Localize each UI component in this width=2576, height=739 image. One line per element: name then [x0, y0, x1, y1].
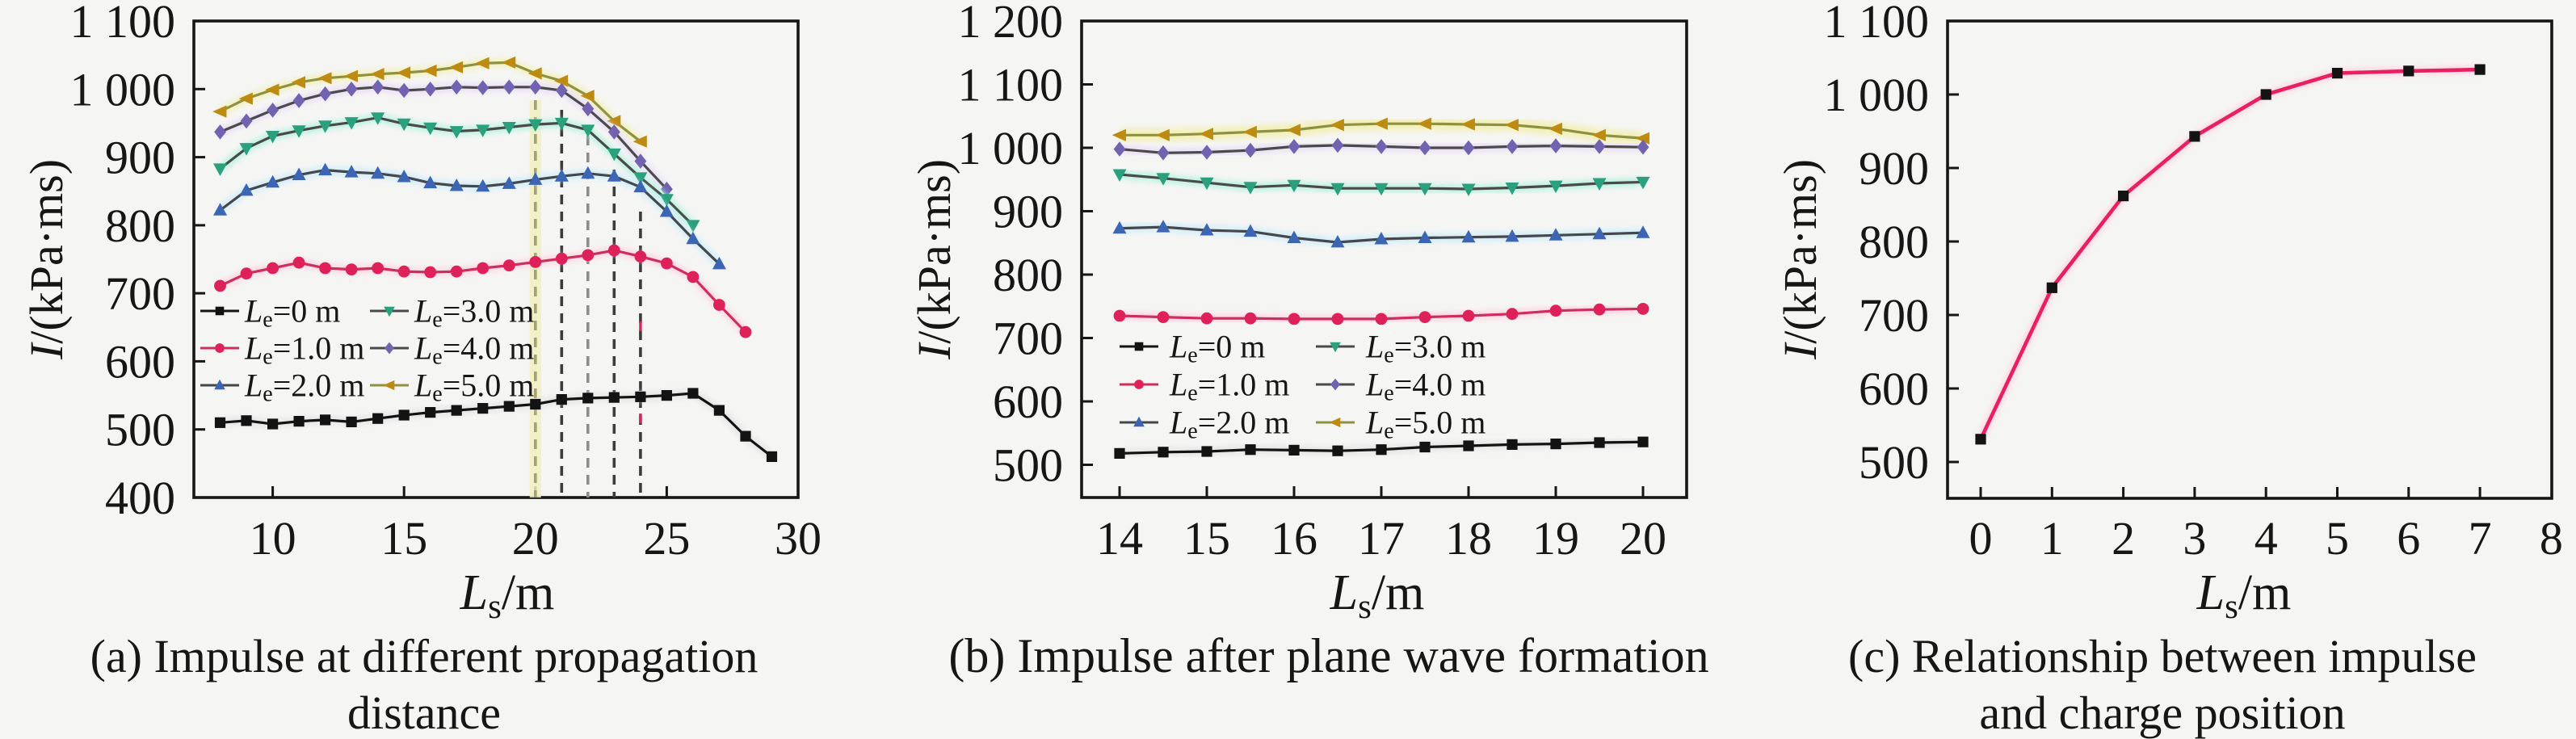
svg-text:Le=1.0 m: Le=1.0 m	[244, 330, 364, 370]
svg-text:5: 5	[2326, 512, 2349, 565]
svg-text:15: 15	[1183, 512, 1230, 565]
svg-text:25: 25	[643, 512, 690, 565]
svg-text:and charge position: and charge position	[1979, 687, 2345, 739]
svg-text:700: 700	[1859, 289, 1929, 342]
svg-text:Le=3.0 m: Le=3.0 m	[414, 293, 534, 333]
svg-text:1 200: 1 200	[958, 0, 1064, 48]
svg-text:20: 20	[1620, 512, 1666, 565]
svg-text:900: 900	[105, 132, 175, 184]
svg-text:500: 500	[993, 439, 1063, 492]
svg-text:Le=0 m: Le=0 m	[244, 293, 340, 333]
svg-text:800: 800	[1859, 216, 1929, 268]
svg-text:1 000: 1 000	[70, 63, 176, 115]
svg-text:18: 18	[1445, 512, 1492, 565]
svg-text:Le=5.0 m: Le=5.0 m	[1365, 405, 1486, 444]
svg-text:Ls/m: Ls/m	[1330, 565, 1425, 626]
svg-text:Ls/m: Ls/m	[460, 565, 555, 626]
svg-text:(a) Impulse at different propa: (a) Impulse at different propagation	[90, 630, 759, 682]
svg-text:Le=5.0 m: Le=5.0 m	[414, 367, 534, 407]
svg-text:6: 6	[2397, 512, 2420, 565]
svg-text:Le=2.0 m: Le=2.0 m	[244, 367, 364, 407]
svg-text:700: 700	[105, 267, 175, 320]
svg-text:7: 7	[2469, 512, 2492, 565]
svg-text:Le=3.0 m: Le=3.0 m	[1365, 329, 1486, 368]
svg-text:Le=2.0 m: Le=2.0 m	[1169, 405, 1289, 444]
svg-text:Le=1.0 m: Le=1.0 m	[1169, 367, 1289, 406]
svg-text:I/(kPa·ms): I/(kPa·ms)	[1774, 159, 1826, 360]
svg-text:Le=0 m: Le=0 m	[1169, 329, 1265, 368]
svg-text:14: 14	[1096, 512, 1143, 565]
svg-text:400: 400	[105, 472, 175, 524]
svg-text:(c) Relationship between impul: (c) Relationship between impulse	[1848, 630, 2477, 682]
svg-text:Le=4.0 m: Le=4.0 m	[414, 330, 534, 370]
svg-text:800: 800	[993, 249, 1063, 301]
svg-text:Le=4.0 m: Le=4.0 m	[1365, 367, 1486, 406]
svg-text:distance: distance	[347, 687, 501, 739]
svg-text:19: 19	[1532, 512, 1579, 565]
svg-text:30: 30	[775, 512, 822, 565]
svg-text:1 000: 1 000	[958, 122, 1064, 174]
svg-text:700: 700	[993, 313, 1063, 365]
svg-text:1: 1	[2040, 512, 2064, 565]
svg-text:900: 900	[993, 186, 1063, 238]
svg-text:600: 600	[993, 376, 1063, 428]
svg-text:600: 600	[1859, 363, 1929, 415]
svg-text:17: 17	[1358, 512, 1405, 565]
svg-text:Ls/m: Ls/m	[2196, 565, 2292, 626]
svg-text:2: 2	[2112, 512, 2135, 565]
svg-text:1 100: 1 100	[1824, 0, 1930, 48]
svg-text:4: 4	[2255, 512, 2278, 565]
svg-text:10: 10	[250, 512, 296, 565]
svg-text:16: 16	[1271, 512, 1317, 565]
svg-text:(b) Impulse after plane wave f: (b) Impulse after plane wave formation	[948, 629, 1708, 682]
svg-text:1 100: 1 100	[70, 0, 176, 48]
svg-text:3: 3	[2183, 512, 2206, 565]
svg-text:8: 8	[2540, 512, 2563, 565]
svg-text:500: 500	[1859, 436, 1929, 489]
svg-text:600: 600	[105, 335, 175, 388]
svg-text:I/(kPa·ms): I/(kPa·ms)	[908, 159, 960, 360]
svg-text:0: 0	[1969, 512, 1993, 565]
svg-text:900: 900	[1859, 142, 1929, 195]
svg-text:1 000: 1 000	[1824, 69, 1930, 121]
svg-text:800: 800	[105, 199, 175, 252]
svg-text:20: 20	[512, 512, 559, 565]
svg-text:500: 500	[105, 404, 175, 456]
svg-text:15: 15	[380, 512, 427, 565]
svg-text:I/(kPa·ms): I/(kPa·ms)	[20, 159, 73, 360]
svg-text:1 100: 1 100	[958, 59, 1064, 111]
